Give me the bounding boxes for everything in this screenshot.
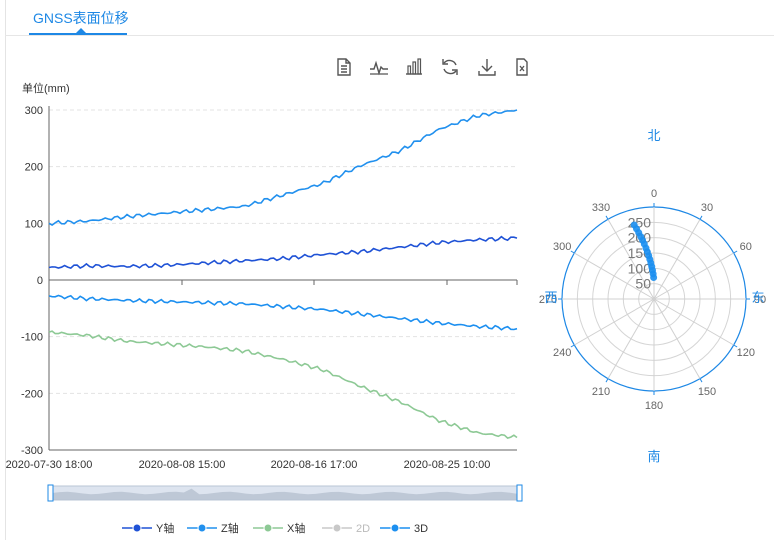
zoom-slider-preview	[52, 488, 517, 500]
x-tick-label: 2020-08-16 17:00	[271, 459, 358, 471]
legend-label: Y轴	[156, 521, 174, 535]
series-line-2	[48, 330, 518, 440]
y-tick-label: 100	[25, 218, 43, 230]
download-icon[interactable]	[477, 57, 497, 77]
y-tick-label: 300	[25, 105, 43, 117]
series-line-1	[48, 109, 518, 227]
tab-bar: GNSS表面位移	[5, 0, 774, 36]
y-tick-label: -300	[21, 445, 43, 457]
bar-chart-icon[interactable]	[404, 57, 424, 77]
legend-label: Z轴	[221, 521, 239, 535]
x-tick-label: 2020-08-25 10:00	[404, 459, 491, 471]
tab-active-caret	[76, 28, 86, 33]
x-tick-label: 2020-08-08 15:00	[139, 459, 226, 471]
left-border	[5, 0, 6, 540]
y-tick-label: -100	[21, 332, 43, 344]
legend-marker	[132, 523, 142, 533]
series-line-0	[48, 235, 518, 270]
tab-active-underline	[29, 33, 127, 35]
y-tick-label: -200	[21, 388, 43, 400]
line-chart-icon[interactable]	[369, 57, 389, 77]
legend-label: X轴	[287, 521, 305, 535]
legend-label: 2D	[356, 523, 370, 535]
legend-label: 3D	[414, 523, 428, 535]
zoom-slider-right-handle[interactable]	[516, 484, 523, 502]
export-icon[interactable]	[512, 57, 532, 77]
series-line-3	[48, 294, 518, 331]
y-tick-label: 200	[25, 162, 43, 174]
x-tick-label: 2020-07-30 18:00	[6, 459, 93, 471]
data-view-icon[interactable]	[334, 57, 354, 77]
legend-marker	[390, 523, 400, 533]
zoom-slider-left-handle[interactable]	[47, 484, 54, 502]
y-tick-label: 0	[37, 275, 43, 287]
y-axis-unit-label: 单位(mm)	[22, 81, 70, 95]
legend-marker	[263, 523, 273, 533]
legend-marker	[332, 523, 342, 533]
restore-icon[interactable]	[440, 57, 460, 77]
legend-marker	[197, 523, 207, 533]
tab-gnss-displacement[interactable]: GNSS表面位移	[33, 10, 129, 26]
